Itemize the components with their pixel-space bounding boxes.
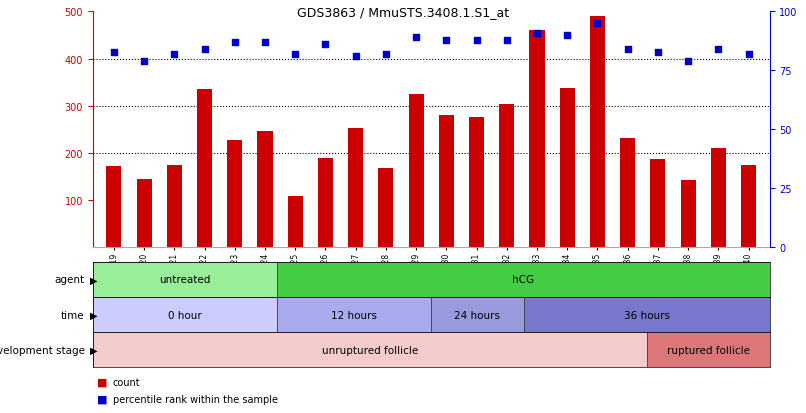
Point: [349, 54, 362, 60]
Text: ▶: ▶: [90, 345, 98, 355]
Text: ■: ■: [97, 394, 107, 404]
Bar: [277, 262, 770, 297]
Point: [259, 40, 272, 46]
Bar: [277, 297, 431, 332]
Bar: [438, 116, 454, 248]
Bar: [93, 332, 646, 368]
Text: ▶: ▶: [90, 310, 98, 320]
Bar: [227, 140, 243, 248]
Text: ▶: ▶: [90, 275, 98, 285]
Text: percentile rank within the sample: percentile rank within the sample: [113, 394, 278, 404]
Bar: [288, 197, 303, 248]
Bar: [559, 89, 575, 248]
Text: 0 hour: 0 hour: [168, 310, 202, 320]
Point: [107, 49, 120, 56]
Point: [501, 37, 513, 44]
Text: untreated: untreated: [160, 275, 210, 285]
Point: [651, 49, 664, 56]
Point: [380, 52, 393, 58]
Point: [409, 35, 422, 42]
Point: [289, 52, 301, 58]
Bar: [499, 104, 514, 248]
Text: ■: ■: [97, 377, 107, 387]
Bar: [378, 169, 393, 248]
Bar: [469, 117, 484, 248]
Bar: [650, 159, 666, 248]
Text: 12 hours: 12 hours: [331, 310, 377, 320]
Bar: [711, 148, 726, 248]
Text: ruptured follicle: ruptured follicle: [667, 345, 750, 355]
Bar: [431, 297, 524, 332]
Point: [712, 47, 725, 53]
Point: [138, 59, 151, 65]
Text: development stage: development stage: [0, 345, 85, 355]
Bar: [93, 262, 277, 297]
Text: agent: agent: [55, 275, 85, 285]
Point: [440, 37, 453, 44]
Text: GDS3863 / MmuSTS.3408.1.S1_at: GDS3863 / MmuSTS.3408.1.S1_at: [297, 6, 509, 19]
Bar: [136, 180, 152, 248]
Point: [168, 52, 181, 58]
Text: unruptured follicle: unruptured follicle: [322, 345, 418, 355]
Bar: [348, 129, 364, 248]
Text: count: count: [113, 377, 140, 387]
Bar: [257, 131, 272, 248]
Bar: [590, 17, 605, 248]
Point: [319, 42, 332, 49]
Point: [742, 52, 755, 58]
Bar: [680, 180, 696, 248]
Text: time: time: [61, 310, 85, 320]
Bar: [106, 166, 122, 248]
Bar: [318, 159, 333, 248]
Text: 24 hours: 24 hours: [455, 310, 501, 320]
Bar: [741, 166, 756, 248]
Bar: [197, 90, 212, 248]
Point: [530, 30, 543, 37]
Point: [591, 21, 604, 27]
Point: [228, 40, 241, 46]
Bar: [530, 31, 545, 248]
Bar: [93, 297, 277, 332]
Bar: [409, 95, 424, 248]
Bar: [646, 332, 770, 368]
Bar: [524, 297, 770, 332]
Point: [682, 59, 695, 65]
Text: hCG: hCG: [513, 275, 534, 285]
Point: [470, 37, 483, 44]
Point: [561, 33, 574, 39]
Bar: [167, 165, 182, 248]
Text: 36 hours: 36 hours: [624, 310, 670, 320]
Bar: [620, 139, 635, 248]
Point: [198, 47, 211, 53]
Point: [621, 47, 634, 53]
